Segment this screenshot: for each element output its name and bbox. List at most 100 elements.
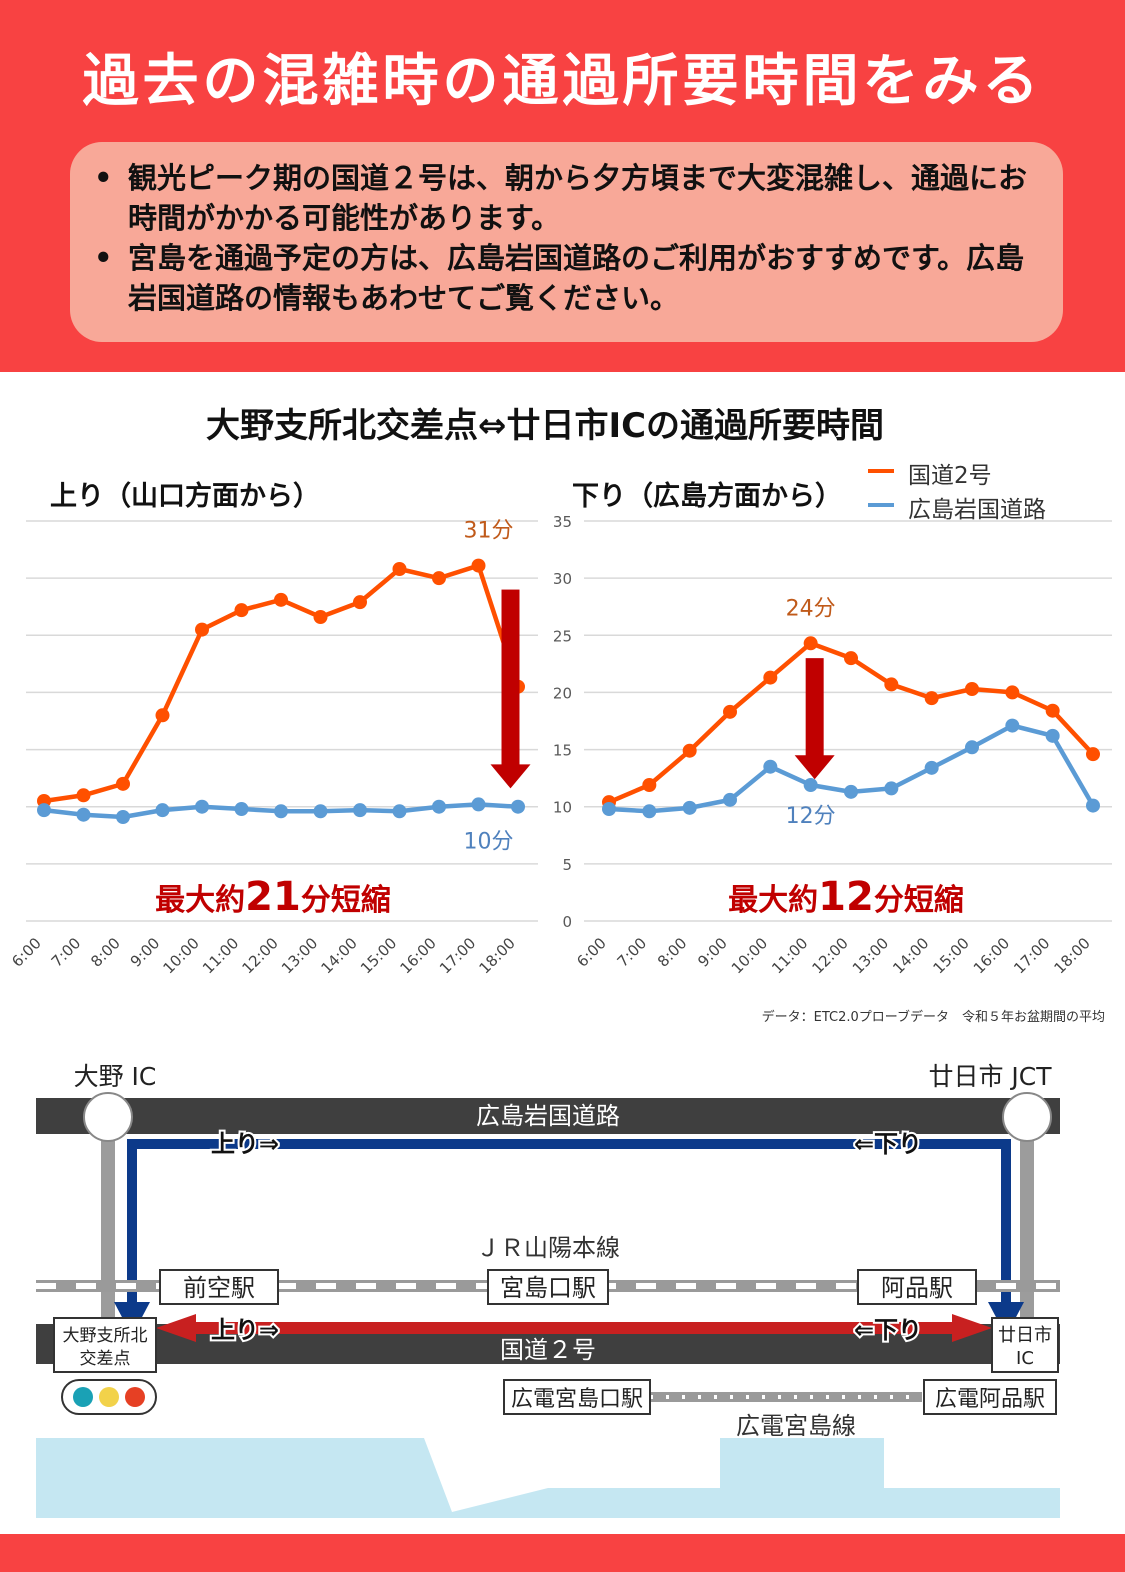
station-miyajimaguchi: 宮島口駅 — [500, 1274, 596, 1302]
data-point-route2 — [195, 622, 209, 637]
route-map: 広島岩国道路 大野 IC 廿日市 JCT 上り⇒ ⇐下り ＪＲ山陽本線 前空駅 … — [36, 1062, 1060, 1518]
data-point-expressway — [116, 810, 130, 824]
data-point-route2 — [965, 682, 979, 696]
y-tick-label: 10 — [553, 799, 572, 817]
x-tick-label: 9:00 — [694, 934, 731, 971]
data-point-route2 — [1045, 703, 1060, 718]
up-label-expressway: 上り⇒ — [211, 1130, 279, 1158]
intersection-box — [53, 1317, 157, 1373]
reduction-text: 最大約12分短縮 — [728, 874, 964, 920]
y-tick-label: 30 — [553, 570, 572, 588]
y-tick-label: 0 — [562, 913, 572, 931]
legend-label-expressway: 広島岩国道路 — [908, 497, 1046, 523]
low-label: 10分 — [464, 829, 514, 854]
y-tick-label: 25 — [553, 627, 572, 645]
data-point-route2 — [274, 592, 288, 607]
data-point-expressway — [432, 799, 446, 814]
data-point-expressway — [37, 803, 51, 818]
hatsukaichi-ic-box — [991, 1317, 1059, 1373]
data-point-expressway — [1005, 718, 1020, 733]
reduction-text: 最大約21分短縮 — [155, 874, 391, 920]
data-point-expressway — [1045, 728, 1060, 743]
data-point-expressway — [884, 781, 899, 796]
ono-ic-node — [83, 1092, 133, 1142]
data-point-expressway — [195, 799, 209, 814]
y-tick-label: 15 — [553, 742, 572, 760]
line-charts: 6:00 7:00 8:00 9:0010:0011:0012:0013:0014:0… — [8, 513, 1112, 977]
data-point-route2 — [234, 603, 249, 618]
intersection-label-2: 交差点 — [80, 1349, 131, 1369]
x-tick-label: 8:00 — [87, 934, 124, 971]
hiroden-miyajimaguchi: 広電宮島口駅 — [511, 1387, 643, 1412]
data-point-route2 — [642, 778, 657, 792]
data-point-route2 — [1005, 685, 1020, 700]
sea-area — [36, 1438, 1060, 1518]
data-point-route2 — [155, 708, 170, 723]
data-point-route2 — [844, 651, 858, 666]
x-tick-label: 6:00 — [8, 934, 45, 971]
station-ajina-box — [857, 1269, 977, 1305]
legend-swatch-route2 — [868, 469, 894, 473]
reduction-arrow-shaft — [805, 658, 824, 758]
data-point-route2 — [313, 610, 328, 624]
hiroden-ajina-box — [923, 1379, 1057, 1415]
peak-label: 31分 — [464, 519, 514, 544]
x-tick-label: 8:00 — [654, 934, 691, 971]
notice-item-1: 観光ピーク期の国道２号は、朝から夕方頃まで大変混雑し、通過にお時間がかかる可能性… — [94, 158, 1033, 238]
x-tick-label: 18:00 — [1051, 934, 1094, 977]
expressway-bar — [36, 1098, 1060, 1134]
x-tick-label: 17:00 — [1010, 934, 1053, 977]
notice-item-2: 宮島を通過予定の方は、広島岩国道路のご利用がおすすめです。広島岩国道路の情報もあ… — [94, 238, 1033, 318]
data-point-expressway — [1086, 798, 1100, 813]
x-tick-label: 6:00 — [573, 934, 610, 971]
legend-label-route2: 国道2号 — [908, 463, 992, 489]
down-label-expressway: ⇐下り — [854, 1130, 922, 1158]
x-tick-label: 15:00 — [357, 934, 400, 977]
data-point-expressway — [313, 804, 328, 819]
legend-expressway: 広島岩国道路 — [868, 490, 1046, 524]
x-tick-label: 7:00 — [48, 934, 85, 971]
data-point-route2 — [723, 704, 737, 719]
data-point-expressway — [682, 800, 697, 815]
legend-route2: 国道2号 — [868, 456, 992, 490]
intersection-label-1: 大野支所北 — [63, 1326, 148, 1346]
data-point-route2 — [116, 776, 130, 791]
data-point-expressway — [155, 803, 170, 818]
chart-title-down: 下り（広島方面から） — [572, 481, 842, 512]
hiroden-miyajimaguchi-box — [503, 1379, 651, 1415]
legend-swatch-expressway — [868, 503, 894, 507]
hiroden-ajina: 広電阿品駅 — [935, 1387, 1045, 1412]
hiroden-track — [650, 1392, 922, 1402]
reduction-arrow-head — [794, 755, 835, 780]
route2-label: 国道２号 — [500, 1336, 596, 1364]
hatsukaichi-jct-node — [1002, 1092, 1052, 1142]
data-point-expressway — [642, 804, 657, 819]
data-point-expressway — [353, 803, 367, 818]
hatsukaichi-ic-label-1: 廿日市 — [998, 1325, 1052, 1346]
x-tick-label: 13:00 — [278, 934, 321, 977]
station-maezora: 前空駅 — [183, 1274, 255, 1302]
data-point-expressway — [924, 760, 939, 775]
data-point-route2 — [803, 636, 818, 651]
x-tick-label: 16:00 — [970, 934, 1013, 977]
x-tick-label: 12:00 — [239, 934, 282, 977]
data-point-expressway — [803, 778, 818, 792]
series-line-route2 — [608, 641, 1095, 805]
page-title: 過去の混雑時の通過所要時間をみる — [82, 49, 1043, 114]
data-point-route2 — [924, 691, 939, 706]
down-label-route2: ⇐下り — [854, 1316, 922, 1344]
x-tick-label: 10:00 — [160, 934, 203, 977]
ono-ic-label: 大野 IC — [74, 1062, 157, 1091]
data-point-route2 — [471, 558, 486, 573]
station-maezora-box — [159, 1269, 279, 1305]
x-tick-label: 11:00 — [199, 934, 242, 977]
x-tick-label: 14:00 — [318, 934, 361, 977]
station-ajina: 阿品駅 — [881, 1274, 953, 1302]
expressway-route-line — [127, 1139, 1011, 1312]
data-point-route2 — [682, 743, 697, 758]
data-point-expressway — [763, 759, 778, 774]
data-point-expressway — [965, 740, 979, 755]
data-point-expressway — [723, 792, 737, 807]
x-tick-label: 16:00 — [397, 934, 440, 977]
chart-title-up: 上り（山口方面から） — [50, 481, 320, 512]
